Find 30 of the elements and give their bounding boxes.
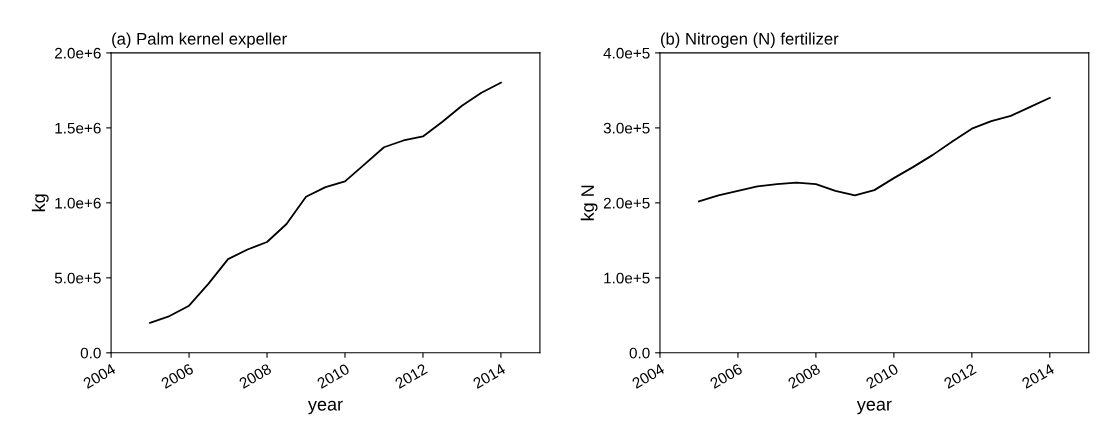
x-tick-label: 2006 bbox=[709, 363, 743, 389]
y-tick-label: 5.0e+5 bbox=[54, 272, 101, 284]
x-tick-label: 2010 bbox=[316, 363, 351, 389]
y-tick-label: 1.5e+6 bbox=[55, 122, 101, 134]
x-tick-label: 2006 bbox=[160, 363, 195, 389]
line-series bbox=[149, 81, 502, 324]
x-tick-label: 2012 bbox=[943, 363, 977, 389]
x-tick-label: 2012 bbox=[394, 363, 428, 389]
x-axis-title: year bbox=[307, 400, 343, 415]
x-tick-label: 2004 bbox=[82, 363, 117, 389]
y-tick-label: 3.0e+5 bbox=[603, 122, 650, 134]
y-tick-label: 2.0e+5 bbox=[603, 197, 650, 209]
x-tick-label: 2008 bbox=[787, 363, 821, 389]
y-tick-label: 1.0e+6 bbox=[55, 197, 101, 209]
chart-title: (a) Palm kernel expeller bbox=[112, 32, 287, 49]
y-tick-label: 4.0e+5 bbox=[603, 47, 650, 59]
y-tick-label: 1.0e+5 bbox=[604, 272, 650, 284]
y-axis-title: kg N bbox=[580, 185, 598, 221]
x-tick-label: 2014 bbox=[472, 363, 507, 389]
y-tick-label: 0.0 bbox=[80, 347, 101, 359]
line-series bbox=[698, 96, 1051, 203]
y-axis-title: kg bbox=[31, 194, 49, 212]
y-tick-label: 2.0e+6 bbox=[55, 47, 101, 59]
x-tick-label: 2010 bbox=[865, 363, 899, 389]
x-tick-label: 2004 bbox=[631, 363, 666, 389]
x-tick-label: 2008 bbox=[238, 363, 273, 389]
x-axis-title: year bbox=[856, 400, 892, 415]
chart-title: (b) Nitrogen (N) fertilizer bbox=[661, 32, 839, 49]
x-tick-label: 2014 bbox=[1021, 363, 1056, 389]
y-tick-label: 0.0 bbox=[629, 347, 650, 359]
